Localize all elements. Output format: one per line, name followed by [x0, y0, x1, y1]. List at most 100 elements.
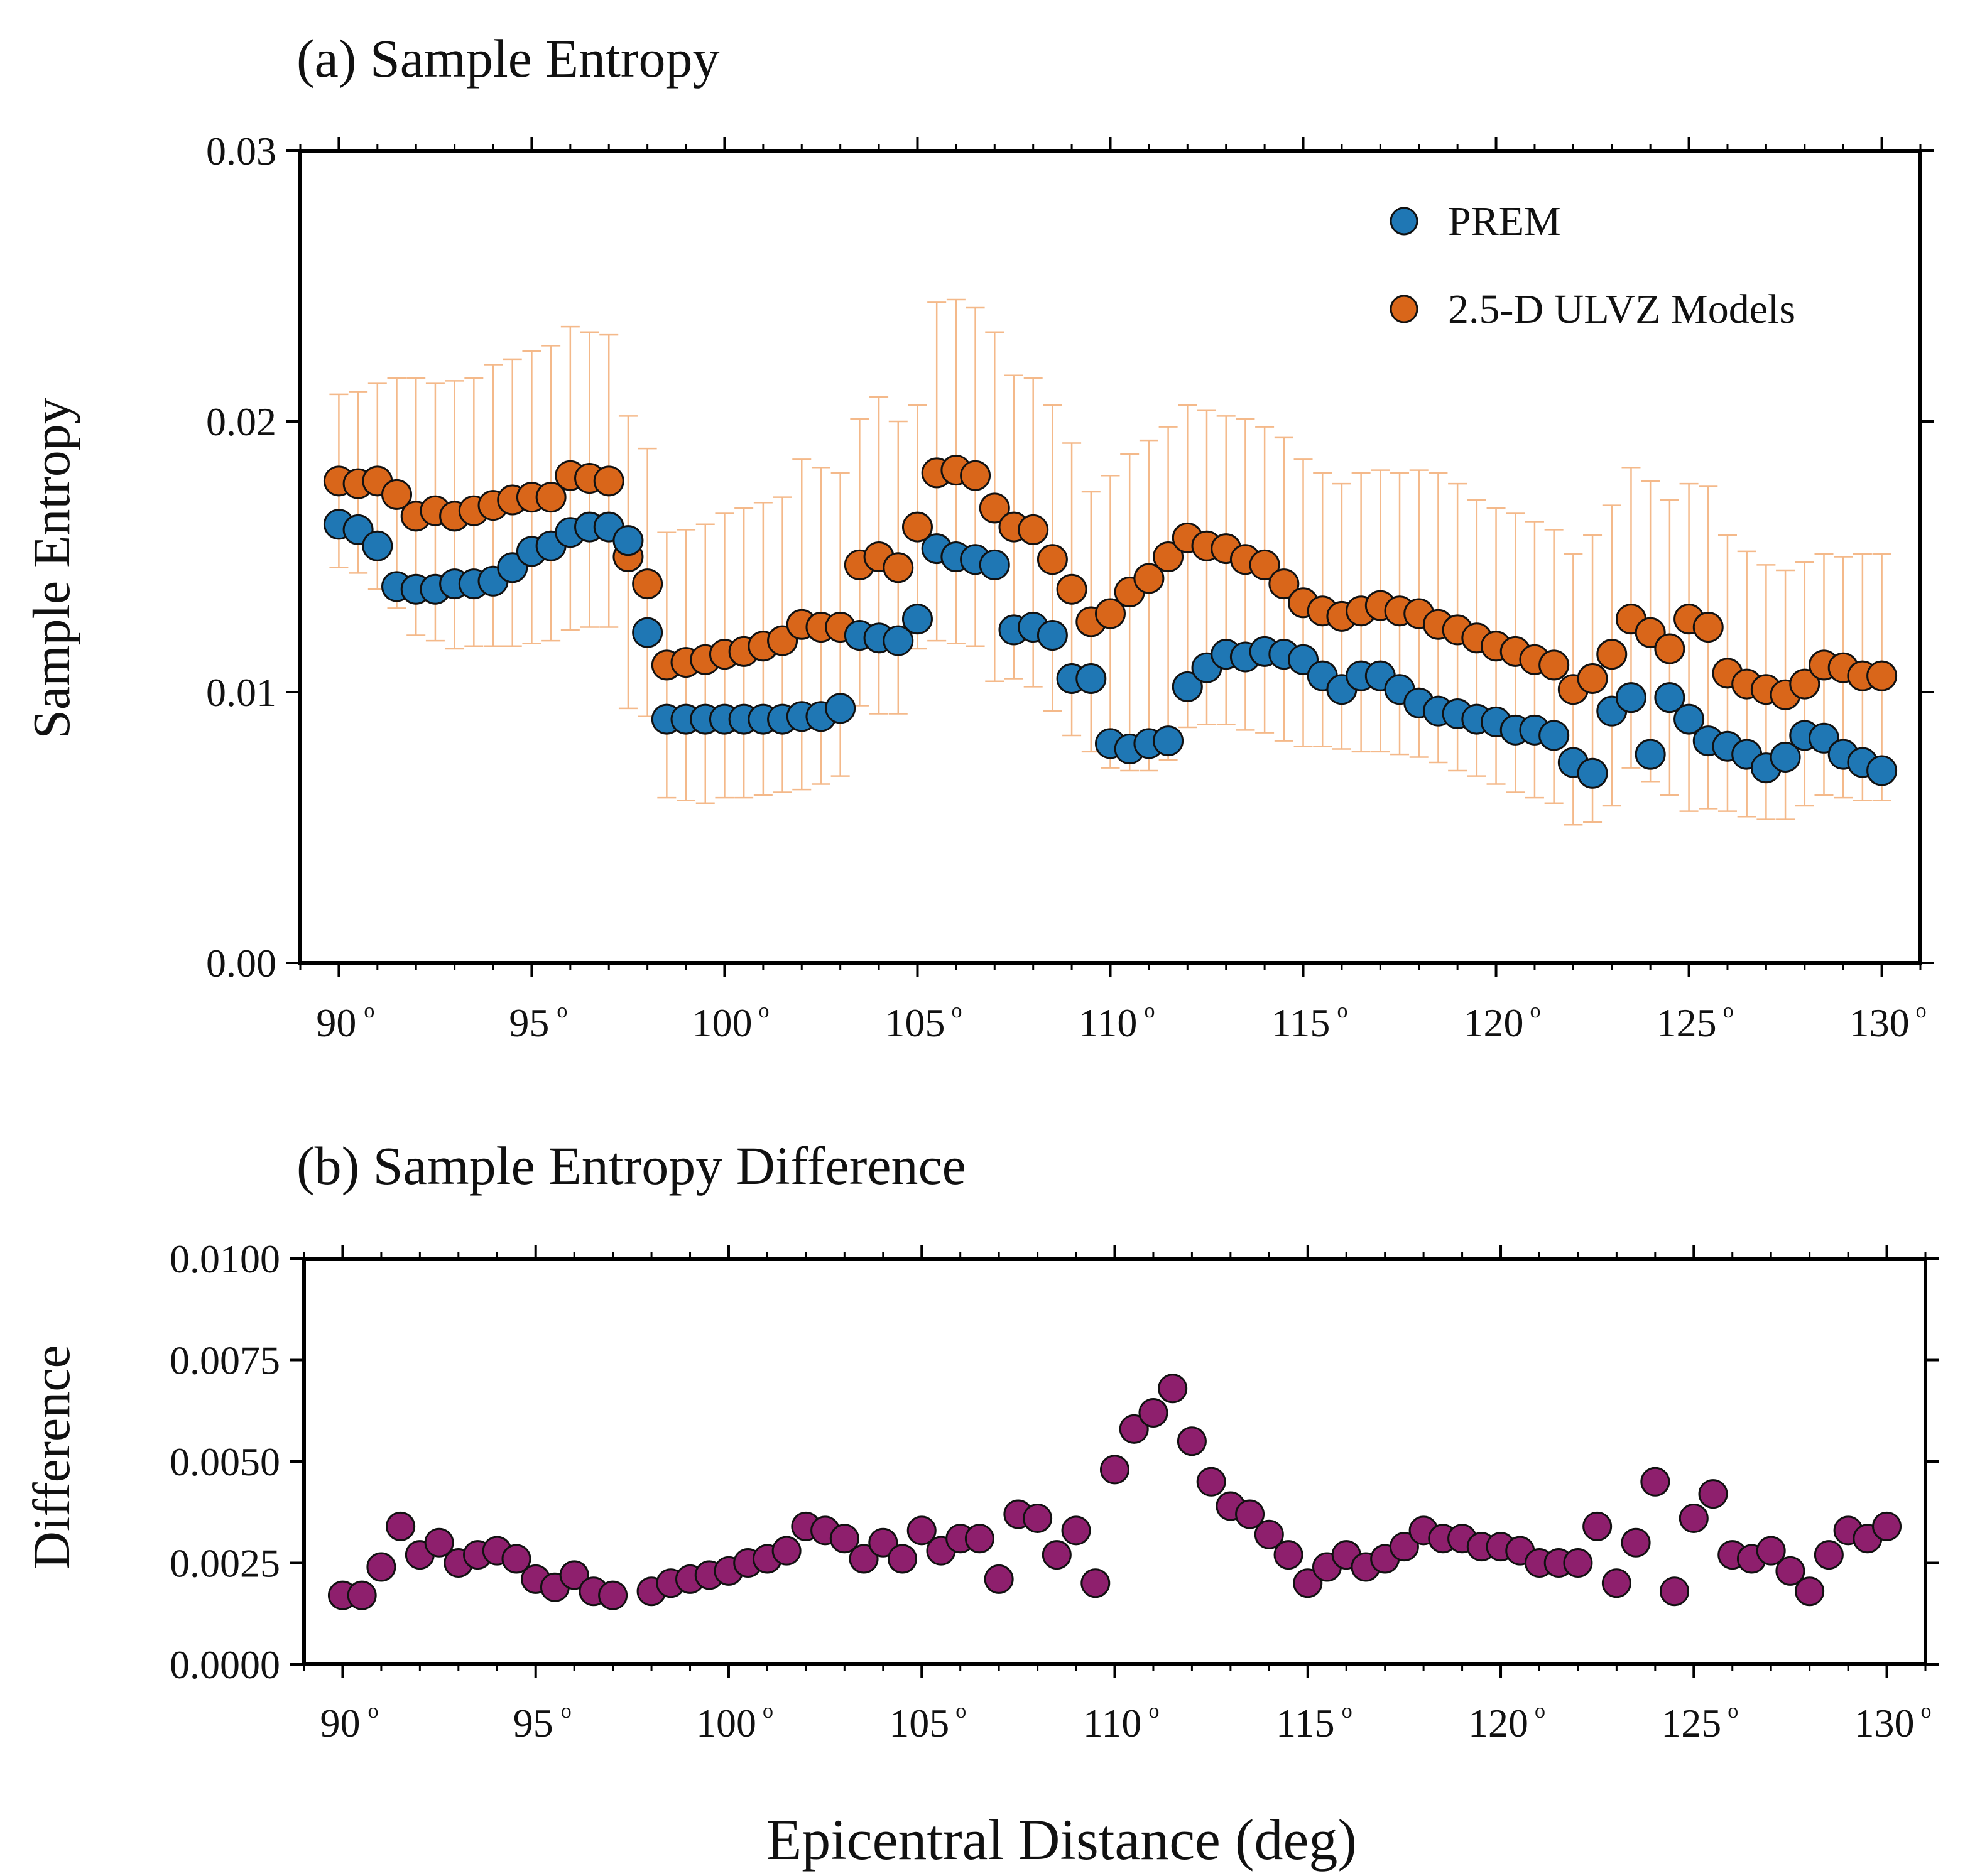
- x-axis-label: Epicentral Distance (deg): [766, 1808, 1357, 1872]
- point-difference: [1640, 1467, 1670, 1497]
- chart-a-ylabel: Sample Entropy: [23, 398, 81, 739]
- point-2-5-d-ulvz-models: [1056, 573, 1087, 605]
- point-difference: [559, 1560, 589, 1590]
- point-difference: [424, 1527, 454, 1558]
- x-tick-label: 90: [316, 1000, 356, 1045]
- point-2-5-d-ulvz-models: [1596, 639, 1628, 670]
- point-prem: [1615, 682, 1646, 713]
- point-prem: [825, 693, 856, 724]
- point-prem: [1037, 619, 1068, 651]
- x-tick-label: 110: [1079, 1000, 1138, 1045]
- point-difference: [1196, 1467, 1226, 1497]
- point-difference: [964, 1524, 994, 1554]
- point-difference: [1080, 1568, 1111, 1598]
- chart-b-axes: 90 o 95 o 100 o 105 o 110 o 115 o 120 o 125 o 130 o 0.0000…: [170, 1237, 1939, 1745]
- panel-b: (b) Sample Entropy Difference Difference…: [23, 1136, 1939, 1745]
- x-tick-label: 130: [1849, 1000, 1910, 1045]
- x-tick-label: 95: [513, 1701, 553, 1745]
- chart-b-points: [327, 1374, 1902, 1610]
- point-difference: [1621, 1527, 1651, 1558]
- point-prem: [1673, 703, 1705, 735]
- y-tick-label: 0.02: [206, 399, 276, 444]
- x-tick-degree-symbol: o: [1530, 999, 1541, 1022]
- point-prem: [1153, 725, 1184, 757]
- point-prem: [362, 530, 393, 561]
- point-difference: [1679, 1503, 1709, 1533]
- point-difference: [1100, 1455, 1129, 1485]
- point-prem: [1770, 741, 1801, 773]
- point-difference: [366, 1552, 396, 1582]
- chart-a-points: [323, 455, 1898, 789]
- legend-label-prem: PREM: [1448, 198, 1561, 244]
- x-tick-degree-symbol: o: [367, 1700, 378, 1723]
- point-prem: [632, 617, 663, 648]
- point-difference: [1389, 1532, 1419, 1562]
- x-tick-label: 120: [1468, 1701, 1528, 1745]
- x-tick-label: 105: [889, 1701, 949, 1745]
- x-tick-degree-symbol: o: [1337, 999, 1348, 1022]
- x-tick-degree-symbol: o: [763, 1700, 773, 1723]
- point-difference: [347, 1580, 377, 1610]
- point-difference: [1177, 1426, 1207, 1456]
- x-tick-degree-symbol: o: [1728, 1700, 1738, 1723]
- point-prem: [1866, 755, 1898, 786]
- point-2-5-d-ulvz-models: [535, 482, 567, 513]
- x-tick-degree-symbol: o: [1149, 1700, 1160, 1723]
- x-tick-degree-symbol: o: [557, 999, 567, 1022]
- y-tick-label: 0.03: [206, 129, 276, 173]
- x-tick-label: 110: [1083, 1701, 1142, 1745]
- x-tick-degree-symbol: o: [951, 999, 962, 1022]
- point-difference: [598, 1580, 628, 1610]
- x-tick-label: 90: [320, 1701, 360, 1745]
- point-difference: [1601, 1568, 1631, 1598]
- x-tick-label: 115: [1271, 1000, 1331, 1045]
- point-difference: [868, 1527, 898, 1558]
- point-2-5-d-ulvz-models: [1037, 544, 1068, 575]
- point-difference: [1795, 1576, 1825, 1607]
- chart-a-legend: PREM 2.5-D ULVZ Models: [1390, 198, 1795, 332]
- x-tick-degree-symbol: o: [364, 999, 374, 1022]
- x-tick-degree-symbol: o: [758, 999, 769, 1022]
- point-2-5-d-ulvz-models: [1654, 633, 1685, 664]
- point-difference: [829, 1524, 859, 1554]
- point-difference: [1023, 1503, 1053, 1533]
- point-difference: [1582, 1511, 1613, 1541]
- y-tick-label: 0.0025: [170, 1541, 280, 1586]
- point-2-5-d-ulvz-models: [1095, 598, 1126, 629]
- point-difference: [1138, 1397, 1168, 1428]
- point-difference: [1872, 1511, 1902, 1541]
- point-difference: [1042, 1540, 1072, 1570]
- x-tick-label: 125: [1657, 1000, 1717, 1045]
- point-difference: [1563, 1548, 1593, 1578]
- x-tick-degree-symbol: o: [1921, 1700, 1932, 1723]
- chart-b-title: (b) Sample Entropy Difference: [297, 1136, 966, 1196]
- point-2-5-d-ulvz-models: [979, 492, 1010, 524]
- y-tick-label: 0.0050: [170, 1440, 280, 1484]
- point-2-5-d-ulvz-models: [1153, 541, 1184, 572]
- x-tick-degree-symbol: o: [1723, 999, 1734, 1022]
- point-difference: [1254, 1519, 1284, 1549]
- point-difference: [1660, 1576, 1690, 1607]
- x-tick-label: 120: [1464, 1000, 1524, 1045]
- chart-b-frame: [302, 1257, 1927, 1666]
- point-difference: [1235, 1499, 1265, 1529]
- point-difference: [1698, 1479, 1728, 1509]
- point-prem: [612, 525, 644, 556]
- point-prem: [1654, 682, 1685, 713]
- point-prem: [883, 625, 914, 656]
- point-difference: [1775, 1556, 1805, 1586]
- point-difference: [984, 1564, 1014, 1594]
- chart-a-frame: [298, 149, 1922, 965]
- x-tick-degree-symbol: o: [1145, 999, 1155, 1022]
- legend-marker-prem: [1390, 207, 1418, 236]
- point-2-5-d-ulvz-models: [883, 552, 914, 583]
- point-difference: [1756, 1536, 1786, 1566]
- point-difference: [1273, 1540, 1303, 1570]
- point-difference: [1814, 1540, 1844, 1570]
- y-tick-label: 0.0075: [170, 1338, 280, 1383]
- point-2-5-d-ulvz-models: [1133, 563, 1165, 594]
- x-tick-label: 130: [1854, 1701, 1915, 1745]
- y-tick-label: 0.01: [206, 670, 276, 715]
- legend-marker-ulvz: [1390, 295, 1418, 323]
